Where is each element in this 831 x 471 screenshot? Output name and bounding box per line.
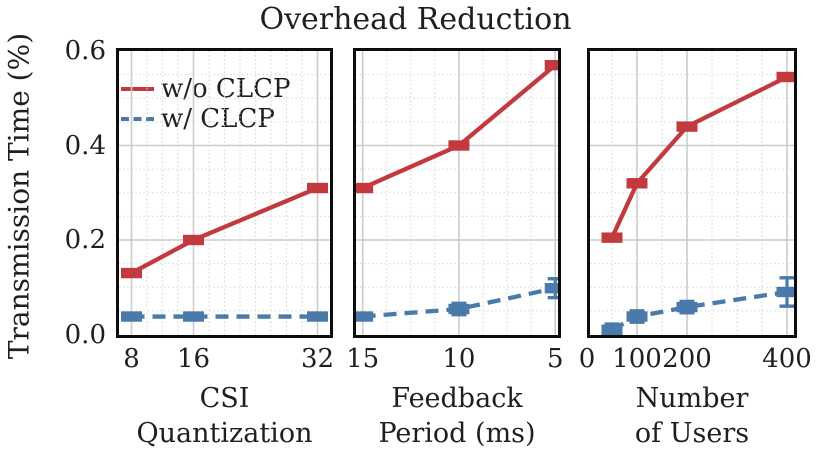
- x-tick-label: 5: [546, 344, 564, 374]
- series-w-clcp: [601, 276, 795, 336]
- y-axis-label: Transmission Time (%): [2, 32, 36, 360]
- x-tick-label: 0: [578, 344, 596, 374]
- series-wo-clcp: [601, 71, 795, 243]
- x-tick-label: 10: [442, 344, 476, 374]
- minor-gridlines: [356, 51, 558, 335]
- x-axis-label: CSI Quantization: [136, 383, 313, 449]
- minor-gridlines: [119, 51, 330, 335]
- y-tick-label: 0.6: [64, 36, 106, 66]
- chart-title: Overhead Reduction: [259, 2, 572, 37]
- minor-gridlines: [590, 51, 794, 335]
- series-w-clcp: [355, 277, 559, 322]
- legend-line-solid-icon: [121, 87, 154, 91]
- x-tick-label: 200: [662, 344, 712, 374]
- y-tick-label: 0.2: [64, 225, 106, 255]
- legend: w/o CLCP w/ CLCP: [121, 74, 290, 134]
- panel-plot-0: [116, 48, 333, 338]
- x-axis-label: Feedback Period (ms): [378, 383, 536, 449]
- major-gridlines: [356, 51, 558, 335]
- series-wo-clcp: [355, 59, 559, 194]
- series-wo-clcp: [121, 182, 328, 279]
- x-tick-label: 100: [612, 344, 662, 374]
- series-w-clcp: [121, 311, 328, 322]
- y-tick-label: 0.0: [64, 319, 106, 350]
- panel-plot-2: [587, 48, 797, 338]
- major-gridlines: [119, 51, 330, 335]
- legend-line-dashed-icon: [121, 117, 154, 121]
- legend-entry-wo-clcp: w/o CLCP: [121, 74, 290, 104]
- x-tick-label: 32: [300, 344, 335, 374]
- x-tick-label: 16: [176, 344, 211, 374]
- legend-label: w/o CLCP: [161, 74, 291, 104]
- panel-plot-1: [353, 48, 561, 338]
- x-axis-label: Number of Users: [634, 383, 750, 449]
- x-tick-label: 8: [123, 344, 140, 374]
- y-tick-label: 0.4: [64, 130, 106, 161]
- x-tick-label: 400: [762, 344, 812, 374]
- x-tick-label: 15: [346, 344, 380, 374]
